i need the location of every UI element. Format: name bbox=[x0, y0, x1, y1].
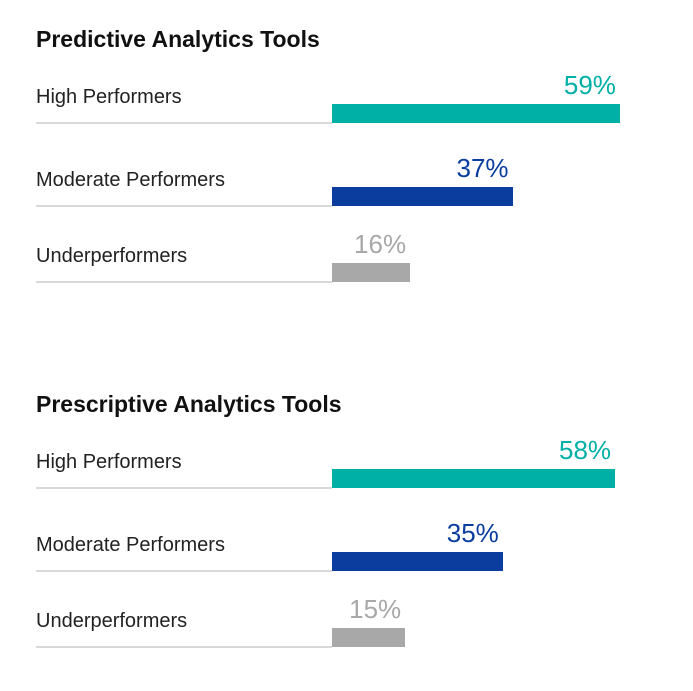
bar bbox=[332, 552, 503, 571]
value-label: 15% bbox=[349, 594, 402, 624]
bar-row: High Performers 59% bbox=[0, 70, 693, 144]
chart-title: Prescriptive Analytics Tools bbox=[36, 391, 342, 417]
bar-row: High Performers 58% bbox=[0, 435, 693, 509]
chart-prescriptive-analytics-tools: Prescriptive Analytics Tools High Perfor… bbox=[0, 391, 693, 691]
category-label: Moderate Performers bbox=[36, 169, 225, 191]
chart-predictive-analytics-tools: Predictive Analytics Tools High Performe… bbox=[0, 26, 693, 326]
bar bbox=[332, 628, 406, 647]
bar-row: Moderate Performers 37% bbox=[0, 153, 693, 227]
bar bbox=[332, 187, 513, 206]
category-label: High Performers bbox=[36, 86, 182, 108]
value-label: 59% bbox=[563, 70, 616, 100]
row-divider bbox=[36, 122, 332, 124]
category-label: Underperformers bbox=[36, 245, 188, 267]
category-label: Underperformers bbox=[36, 610, 188, 632]
category-label: High Performers bbox=[36, 451, 182, 473]
row-divider bbox=[36, 570, 332, 572]
bar-row: Underperformers 16% bbox=[0, 229, 693, 303]
bar-row: Underperformers 15% bbox=[0, 594, 693, 668]
chart-title: Predictive Analytics Tools bbox=[36, 26, 320, 52]
bar bbox=[332, 263, 411, 282]
row-divider bbox=[36, 646, 332, 648]
row-divider bbox=[36, 205, 332, 207]
value-label: 58% bbox=[558, 435, 612, 465]
row-divider bbox=[36, 281, 332, 283]
value-label: 37% bbox=[456, 153, 509, 183]
bar bbox=[332, 469, 616, 488]
value-label: 35% bbox=[446, 518, 499, 548]
bar bbox=[332, 104, 620, 123]
row-divider bbox=[36, 487, 332, 489]
value-label: 16% bbox=[354, 229, 407, 259]
category-label: Moderate Performers bbox=[36, 534, 225, 556]
bar-row: Moderate Performers 35% bbox=[0, 518, 693, 592]
